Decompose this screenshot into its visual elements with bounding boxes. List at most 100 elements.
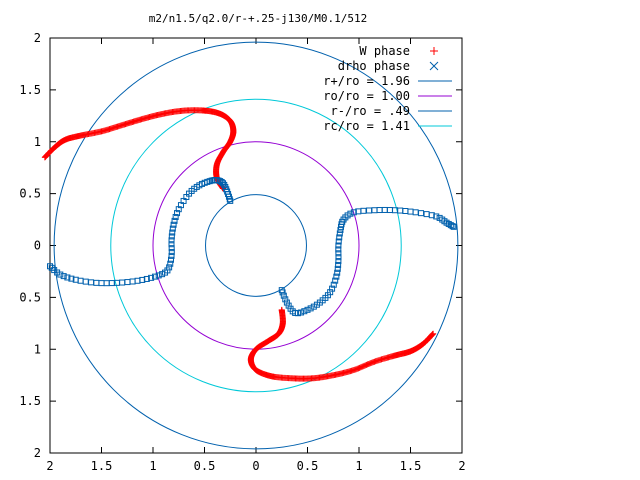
drho-phase-point	[334, 269, 341, 276]
y-tick-label: 0.5	[19, 187, 41, 201]
drho-phase-point	[167, 256, 174, 263]
drho-phase-point	[336, 234, 343, 241]
drho-phase-point	[108, 280, 115, 287]
drho-phase-point	[376, 207, 383, 214]
drho-phase-point	[124, 279, 131, 286]
drho-phase-point	[433, 213, 440, 220]
drho-phase-point	[98, 280, 105, 287]
x-tick-label: 1.5	[400, 459, 422, 473]
drho-phase-point	[337, 226, 344, 233]
drho-phase-point	[82, 278, 89, 285]
drho-phase-point	[333, 273, 340, 280]
drho-phase-point	[294, 310, 301, 317]
drho-phase-point	[310, 303, 317, 310]
x-tick-label: 2	[458, 459, 465, 473]
legend-label: rc/ro = 1.41	[323, 119, 410, 133]
drho-phase-point	[282, 296, 289, 303]
drho-phase-point	[169, 225, 176, 232]
drho-phase-point	[402, 208, 409, 215]
x-tick-label: 2	[46, 459, 53, 473]
x-tick-label: 1	[355, 459, 362, 473]
drho-phase-point	[350, 209, 357, 216]
drho-phase-point	[381, 206, 388, 213]
drho-phase-point	[336, 230, 343, 237]
x-tick-label: 0.5	[297, 459, 319, 473]
drho-phase-point	[279, 289, 286, 296]
drho-phase-point	[168, 245, 175, 252]
drho-phase-point	[335, 250, 342, 257]
drho-phase-point	[57, 271, 64, 278]
drho-phase-point	[407, 208, 414, 215]
drho-phase-point	[366, 207, 373, 214]
drho-phase-point	[423, 211, 430, 218]
drho-phase-point	[103, 280, 110, 287]
y-tick-label: 1	[34, 135, 41, 149]
drho-phase-point	[386, 207, 393, 214]
drho-phase-point	[335, 258, 342, 265]
legend-label: r+/ro = 1.96	[323, 74, 410, 88]
drho-phase-point	[119, 279, 126, 286]
drho-phase-point	[280, 292, 287, 299]
drho-phase-point	[168, 237, 175, 244]
drho-phase-point	[227, 197, 234, 204]
drho-phase-point	[168, 252, 175, 259]
drho-phase-point	[168, 249, 175, 256]
y-tick-label: 2	[34, 31, 41, 45]
drho-phase-point	[335, 246, 342, 253]
y-tick-label: 1.5	[19, 394, 41, 408]
circle-ro/ro = 1.00	[152, 141, 360, 350]
x-tick-label: 1	[149, 459, 156, 473]
x-tick-label: 0	[252, 459, 259, 473]
drho-phase-point	[332, 277, 339, 284]
data-markers	[41, 107, 457, 382]
drho-phase-point	[172, 213, 179, 220]
drho-phase-point	[168, 233, 175, 240]
drho-phase-point	[298, 309, 305, 316]
legend-label: drho phase	[338, 59, 410, 73]
drho-phase-point	[283, 299, 290, 306]
drho-phase-point	[335, 238, 342, 245]
drho-phase-point	[169, 229, 176, 236]
y-tick-label: 2	[34, 446, 41, 460]
x-tick-label: 0.5	[194, 459, 216, 473]
circle-rc/ro = 1.41	[110, 98, 402, 393]
drho-phase-point	[285, 302, 292, 309]
drho-phase-point	[335, 242, 342, 249]
y-tick-label: 1.5	[19, 83, 41, 97]
x-axis: 2 1.5 1 0.5 0 0.5 1 1.5 2	[46, 38, 466, 473]
drho-phase-point	[397, 207, 404, 214]
drho-phase-point	[174, 210, 181, 217]
drho-phase-point	[148, 274, 155, 281]
legend-label: W phase	[359, 44, 410, 58]
y-tick-label: 1	[34, 342, 41, 356]
drho-phase-point	[450, 223, 457, 230]
drho-phase-point	[301, 308, 308, 315]
drho-phase-point	[327, 289, 334, 296]
circle-r+/ro = 1.96	[53, 41, 459, 450]
drho-phase-point	[360, 207, 367, 214]
drho-phase-point	[155, 272, 162, 279]
drho-phase-point	[226, 196, 233, 203]
drho-phase-point	[335, 261, 342, 268]
drho-phase-point	[170, 221, 177, 228]
drho-phase-point	[64, 274, 71, 281]
x-tick-label: 1.5	[91, 459, 113, 473]
drho-phase-point	[171, 217, 178, 224]
drho-phase-point	[152, 273, 159, 280]
legend-label: r-/ro = .49	[331, 104, 410, 118]
drho-phase-point	[77, 277, 84, 284]
drho-phase-point	[304, 306, 311, 313]
drho-phase-point	[428, 212, 435, 219]
drho-phase-point	[60, 273, 67, 280]
drho-phase-point	[330, 281, 337, 288]
drho-phase-point	[164, 267, 171, 274]
drho-phase-point	[93, 279, 100, 286]
drho-phase-point	[371, 207, 378, 214]
drho-phase-point	[167, 260, 174, 267]
w-phase-point	[278, 306, 285, 313]
drho-phase-point	[47, 263, 53, 270]
legend-cross-marker	[429, 61, 439, 71]
drho-phase-point	[412, 209, 419, 216]
drho-phase-point	[335, 254, 342, 261]
